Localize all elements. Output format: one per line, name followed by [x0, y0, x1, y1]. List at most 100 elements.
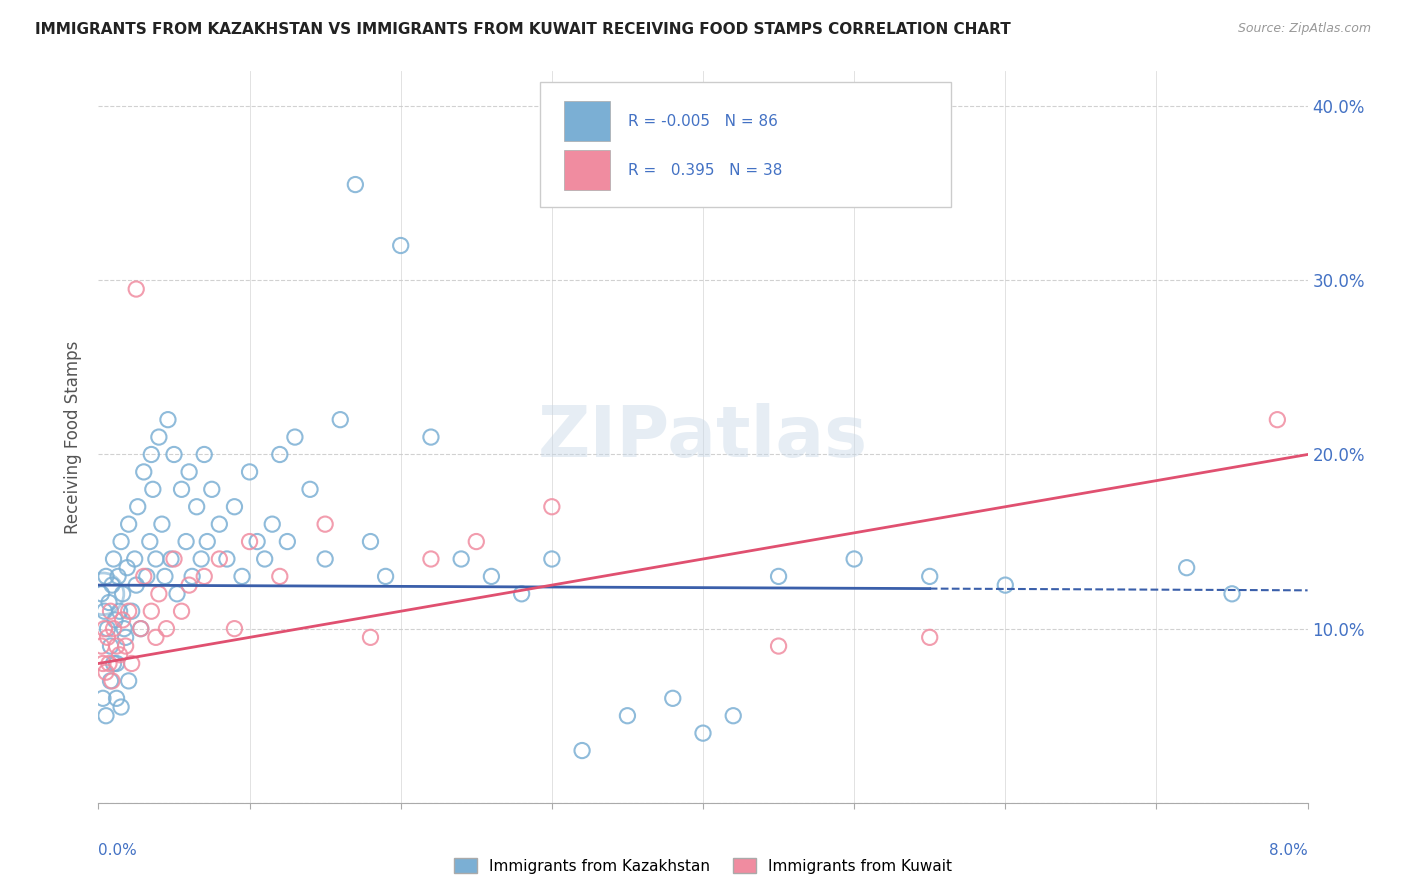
Point — [156, 412, 179, 426]
Point — [96, 622, 118, 636]
Point — [148, 587, 170, 601]
Point — [195, 534, 218, 549]
Point — [208, 552, 231, 566]
Point — [163, 448, 186, 462]
Point — [91, 587, 114, 601]
Point — [768, 569, 790, 583]
Point — [108, 648, 131, 662]
Point — [121, 657, 143, 671]
Point — [170, 483, 193, 497]
Point — [100, 639, 122, 653]
Point — [112, 622, 135, 636]
Point — [276, 534, 298, 549]
Point — [141, 604, 163, 618]
Point — [135, 569, 157, 583]
Point — [616, 708, 638, 723]
Text: ZIPatlas: ZIPatlas — [538, 402, 868, 472]
Point — [571, 743, 593, 757]
Point — [239, 534, 262, 549]
Point — [481, 569, 503, 583]
Point — [253, 552, 276, 566]
Point — [110, 700, 132, 714]
Point — [420, 552, 443, 566]
Point — [101, 673, 124, 688]
Point — [124, 552, 146, 566]
Point — [103, 622, 125, 636]
Point — [179, 578, 201, 592]
Point — [141, 448, 163, 462]
Point — [93, 604, 115, 618]
Point — [360, 534, 382, 549]
Point — [111, 613, 134, 627]
Point — [179, 465, 201, 479]
Legend: Immigrants from Kazakhstan, Immigrants from Kuwait: Immigrants from Kazakhstan, Immigrants f… — [447, 852, 959, 880]
Point — [540, 500, 562, 514]
Point — [90, 587, 112, 601]
Point — [174, 534, 197, 549]
Text: R =   0.395   N = 38: R = 0.395 N = 38 — [628, 162, 782, 178]
Point — [132, 465, 155, 479]
Point — [108, 604, 131, 618]
Point — [150, 517, 173, 532]
Point — [768, 639, 790, 653]
Point — [1267, 412, 1289, 426]
Point — [105, 691, 128, 706]
Text: Source: ZipAtlas.com: Source: ZipAtlas.com — [1237, 22, 1371, 36]
Y-axis label: Receiving Food Stamps: Receiving Food Stamps — [65, 341, 83, 533]
Point — [125, 282, 148, 296]
Point — [98, 657, 121, 671]
Point — [224, 500, 246, 514]
Point — [1175, 560, 1198, 574]
Point — [420, 430, 443, 444]
Point — [269, 448, 291, 462]
Point — [160, 552, 183, 566]
Point — [93, 622, 115, 636]
Point — [91, 691, 114, 706]
Point — [114, 631, 136, 645]
Point — [510, 587, 533, 601]
Point — [918, 631, 941, 645]
Point — [723, 708, 745, 723]
Point — [145, 631, 167, 645]
Point — [121, 604, 143, 618]
Point — [208, 517, 231, 532]
Point — [190, 552, 212, 566]
Point — [329, 412, 352, 426]
FancyBboxPatch shape — [540, 82, 950, 207]
Point — [91, 657, 114, 671]
Point — [166, 587, 188, 601]
Point — [360, 631, 382, 645]
Point — [692, 726, 714, 740]
Point — [155, 622, 177, 636]
Point — [215, 552, 238, 566]
Point — [90, 639, 112, 653]
Point — [246, 534, 269, 549]
Point — [111, 587, 134, 601]
Point — [193, 569, 215, 583]
Point — [105, 639, 128, 653]
Text: 0.0%: 0.0% — [98, 843, 138, 858]
Point — [153, 569, 176, 583]
Point — [994, 578, 1017, 592]
Point — [118, 604, 141, 618]
Point — [193, 448, 215, 462]
Bar — [564, 150, 610, 190]
Point — [101, 578, 124, 592]
Point — [186, 500, 208, 514]
Point — [374, 569, 396, 583]
Point — [129, 622, 152, 636]
Point — [661, 691, 683, 706]
Point — [181, 569, 204, 583]
Point — [239, 465, 262, 479]
Point — [115, 560, 138, 574]
Point — [125, 578, 148, 592]
Point — [100, 673, 122, 688]
Text: IMMIGRANTS FROM KAZAKHSTAN VS IMMIGRANTS FROM KUWAIT RECEIVING FOOD STAMPS CORRE: IMMIGRANTS FROM KAZAKHSTAN VS IMMIGRANTS… — [35, 22, 1011, 37]
Point — [114, 639, 136, 653]
Point — [103, 552, 125, 566]
Point — [96, 631, 118, 645]
Point — [1220, 587, 1243, 601]
Point — [129, 622, 152, 636]
Point — [844, 552, 866, 566]
Point — [201, 483, 224, 497]
